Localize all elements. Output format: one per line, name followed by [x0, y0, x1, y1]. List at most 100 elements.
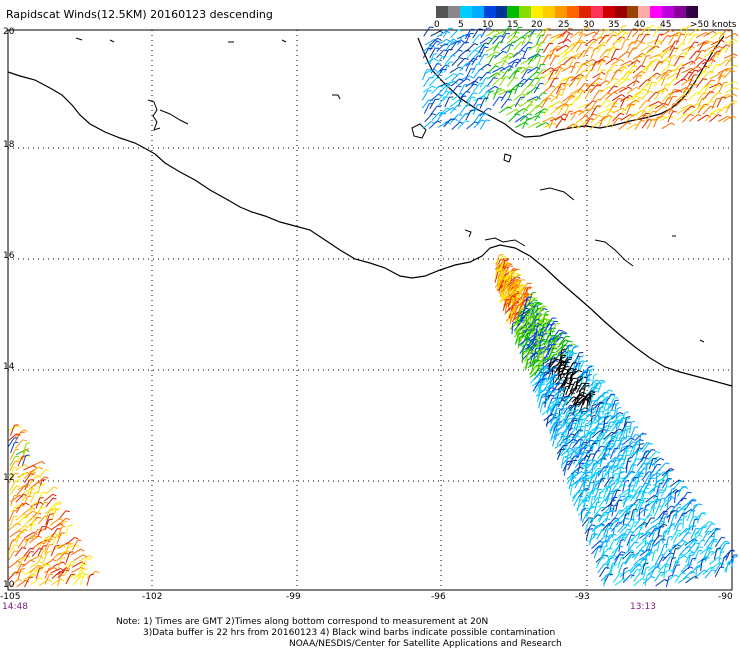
wind-barb-flag	[60, 574, 65, 577]
wind-barb	[652, 27, 659, 38]
wind-barb-flag	[444, 43, 449, 46]
wind-barb-flag	[579, 489, 584, 492]
wind-barb-flag	[598, 395, 603, 398]
wind-barb	[695, 59, 705, 68]
wind-barb	[640, 50, 651, 58]
wind-barb-flag	[551, 345, 556, 349]
wind-barb	[597, 466, 605, 477]
wind-barb-flag	[698, 503, 703, 506]
wind-barb-flag	[592, 403, 597, 407]
wind-barb	[675, 555, 680, 567]
wind-barb-flag	[502, 255, 507, 258]
wind-barb-flag	[716, 547, 721, 550]
wind-barb	[16, 485, 25, 496]
wind-barb	[664, 480, 668, 492]
wind-barb	[503, 265, 510, 277]
wind-barb-flag	[515, 292, 520, 295]
wind-barb-flag	[578, 418, 583, 421]
wind-barb-flag	[587, 374, 592, 376]
wind-barb-flag	[599, 416, 604, 419]
wind-barb-flag	[574, 471, 579, 474]
wind-barb-flag	[527, 357, 533, 360]
wind-barb-flag	[590, 489, 595, 492]
wind-barb	[583, 118, 591, 129]
wind-barb	[50, 528, 58, 538]
wind-barb	[640, 105, 648, 116]
wind-barb-flag	[531, 291, 536, 294]
wind-barb	[660, 544, 665, 555]
wind-barb-flag	[706, 114, 711, 118]
wind-barb-flag	[531, 314, 536, 317]
wind-barb-flag	[32, 485, 37, 487]
wind-barb	[526, 333, 529, 345]
wind-barb	[675, 98, 684, 107]
wind-barb-flag	[574, 469, 579, 472]
wind-barb-flag	[576, 435, 581, 438]
wind-barb-flag	[587, 395, 592, 399]
wind-barb	[651, 535, 660, 546]
colorbar-swatch	[436, 6, 449, 18]
wind-barb	[21, 487, 32, 496]
wind-barb	[606, 456, 616, 465]
wind-barb-flag	[24, 485, 29, 488]
wind-barb-flag	[89, 573, 94, 576]
wind-barb	[536, 318, 544, 328]
wind-barb-flag	[647, 462, 652, 465]
wind-barb	[653, 506, 660, 517]
wind-barb	[604, 491, 611, 502]
wind-barb-flag	[579, 360, 584, 363]
wind-barb	[422, 48, 429, 59]
wind-barb-flag	[732, 115, 737, 119]
wind-barb-flag	[545, 310, 550, 313]
wind-barb	[593, 459, 600, 470]
wind-barb	[634, 34, 640, 45]
wind-barb-flag	[584, 452, 589, 454]
wind-barb-flag	[563, 444, 568, 447]
wind-barb-flag	[530, 329, 535, 332]
wind-barb-flag	[570, 392, 575, 394]
wind-barb	[442, 91, 450, 102]
wind-barb	[568, 378, 574, 390]
wind-barb-flag	[605, 403, 610, 405]
wind-barb	[584, 89, 591, 100]
wind-barb	[622, 574, 632, 583]
wind-barb	[724, 32, 736, 39]
wind-barb	[438, 107, 448, 116]
wind-barb-flag	[14, 441, 19, 444]
wind-barb-flag	[601, 381, 606, 383]
wind-barb	[535, 108, 545, 116]
wind-barb	[584, 69, 591, 81]
wind-barb	[661, 64, 671, 73]
wind-barb	[676, 113, 686, 121]
wind-barb-flag	[626, 417, 631, 420]
wind-barb	[451, 93, 462, 101]
wind-barb	[725, 550, 731, 561]
wind-barb	[557, 339, 566, 348]
wind-barb	[595, 403, 600, 415]
wind-barb	[554, 441, 565, 449]
wind-barb	[65, 574, 72, 585]
wind-barb	[681, 71, 690, 82]
wind-barb	[583, 498, 586, 510]
wind-barb	[492, 30, 504, 37]
wind-barb	[570, 41, 579, 51]
colorbar-swatch	[602, 6, 616, 18]
wind-barb	[669, 40, 676, 51]
wind-barb	[429, 77, 438, 87]
wind-barb-flag	[579, 462, 585, 465]
wind-barb-flag	[623, 578, 628, 581]
wind-barb-flag	[474, 43, 479, 46]
wind-barb	[681, 67, 692, 74]
wind-barb-flag	[561, 448, 566, 451]
wind-barb	[562, 433, 573, 441]
wind-barb-flag	[620, 113, 625, 116]
wind-barb-flag	[644, 522, 649, 525]
wind-barb	[661, 468, 671, 476]
wind-barb-flag	[697, 28, 702, 31]
wind-barb-flag	[513, 77, 518, 79]
wind-barb	[523, 324, 532, 334]
wind-barb-flag	[548, 390, 553, 394]
wind-barb	[615, 500, 619, 512]
wind-barb	[686, 510, 692, 522]
wind-barb	[589, 122, 599, 130]
